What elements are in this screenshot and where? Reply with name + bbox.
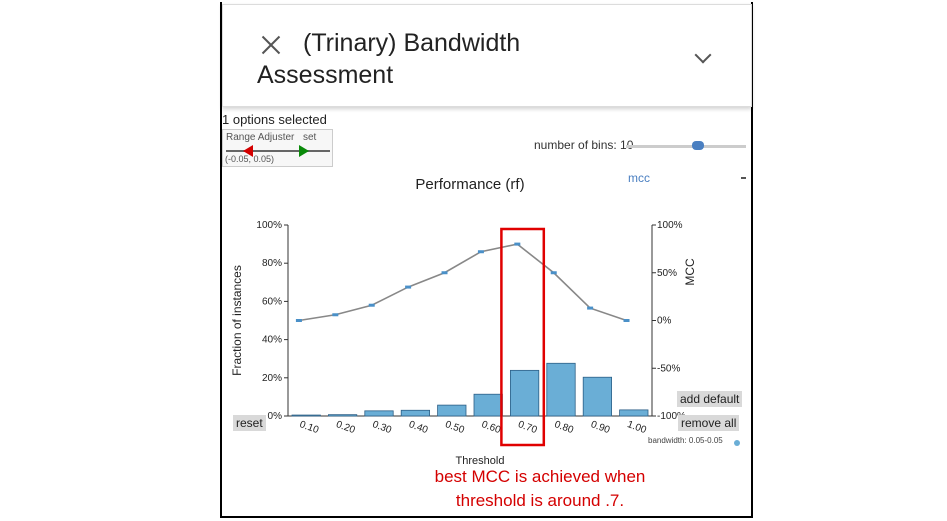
y-tick-label: 20% [262, 373, 282, 384]
y2-axis-label: MCC [683, 258, 697, 286]
x-tick-label: 0.90 [589, 419, 611, 436]
bar-0.40 [400, 409, 431, 417]
reset-button[interactable]: reset [233, 415, 266, 431]
bins-slider-track[interactable] [626, 145, 746, 148]
x-tick-label: 0.30 [371, 419, 393, 436]
bar-0.20 [327, 414, 358, 417]
x-tick-label: 0.40 [407, 419, 429, 436]
mcc-point-0.90 [587, 306, 594, 310]
mcc-point-0.10 [295, 319, 302, 322]
x-tick-label: 0.60 [480, 419, 502, 436]
add-default-button[interactable]: add default [677, 391, 743, 407]
x-tick-label: 0.80 [553, 419, 575, 436]
set-button[interactable]: set [303, 132, 317, 143]
bar-1.00 [619, 409, 649, 417]
chart-title: Performance (rf) [415, 176, 524, 193]
mcc-point-0.40 [405, 285, 412, 289]
range-left-handle[interactable] [243, 145, 253, 157]
mcc-point-0.50 [441, 271, 448, 275]
y-axis-label: Fraction of instances [230, 265, 244, 376]
x-tick-label: 0.70 [516, 419, 538, 436]
range-value: (-0.05, 0.05) [225, 154, 275, 164]
y2-tick-label: 100% [657, 220, 683, 231]
mcc-point-0.20 [332, 313, 339, 317]
panel-header: (Trinary) Bandwidth Assessment [222, 4, 752, 107]
bandwidth-legend-marker [734, 440, 740, 446]
legend-mcc-marker [741, 177, 746, 179]
range-right-handle[interactable] [299, 145, 309, 157]
legend-mcc: mcc [628, 171, 650, 185]
annotation-text: best MCC is achieved when threshold is ar… [434, 467, 646, 510]
bins-slider-knob[interactable] [692, 141, 704, 150]
mcc-point-0.60 [477, 250, 484, 254]
y-tick-label: 40% [262, 335, 282, 346]
x-tick-label: 1.00 [626, 419, 648, 436]
y2-tick-label: 0% [657, 316, 672, 327]
y2-tick-label: 50% [657, 268, 677, 279]
x-tick-label: 0.50 [444, 419, 466, 436]
options-selected-text: 1 options selected [222, 112, 327, 127]
mcc-point-1.00 [623, 319, 630, 322]
highlight-box [500, 227, 546, 447]
y-tick-label: 100% [256, 220, 282, 231]
bar-0.50 [437, 404, 467, 417]
y-tick-label: 60% [262, 296, 282, 307]
bar-0.90 [582, 376, 613, 417]
y2-tick-label: -100% [657, 411, 686, 422]
bar-0.10 [291, 414, 321, 417]
x-tick-label: 0.10 [298, 419, 320, 436]
x-tick-label: 0.20 [334, 419, 356, 436]
range-adjuster: Range Adjuster set (-0.05, 0.05) [222, 129, 333, 167]
page-title: (Trinary) Bandwidth Assessment [257, 29, 521, 89]
range-track [226, 150, 330, 152]
range-adjuster-label: Range Adjuster [226, 132, 295, 143]
mcc-point-0.30 [368, 303, 375, 307]
bandwidth-legend: bandwidth: 0.05-0.05 [648, 436, 723, 445]
mcc-line [298, 243, 627, 322]
bins-label: number of bins: 10 [534, 138, 634, 152]
bar-0.60 [473, 393, 503, 417]
y2-tick-label: -50% [657, 363, 680, 374]
remove-all-button[interactable]: remove all [678, 415, 740, 431]
y-tick-label: 80% [262, 258, 282, 269]
bar-0.30 [364, 410, 394, 417]
bar-0.70 [509, 369, 540, 417]
x-axis-label: Threshold [456, 455, 505, 467]
mcc-point-0.70 [514, 242, 521, 246]
bar-0.80 [546, 362, 576, 417]
y-tick-label: 0% [268, 411, 283, 422]
mcc-point-0.80 [550, 271, 557, 275]
